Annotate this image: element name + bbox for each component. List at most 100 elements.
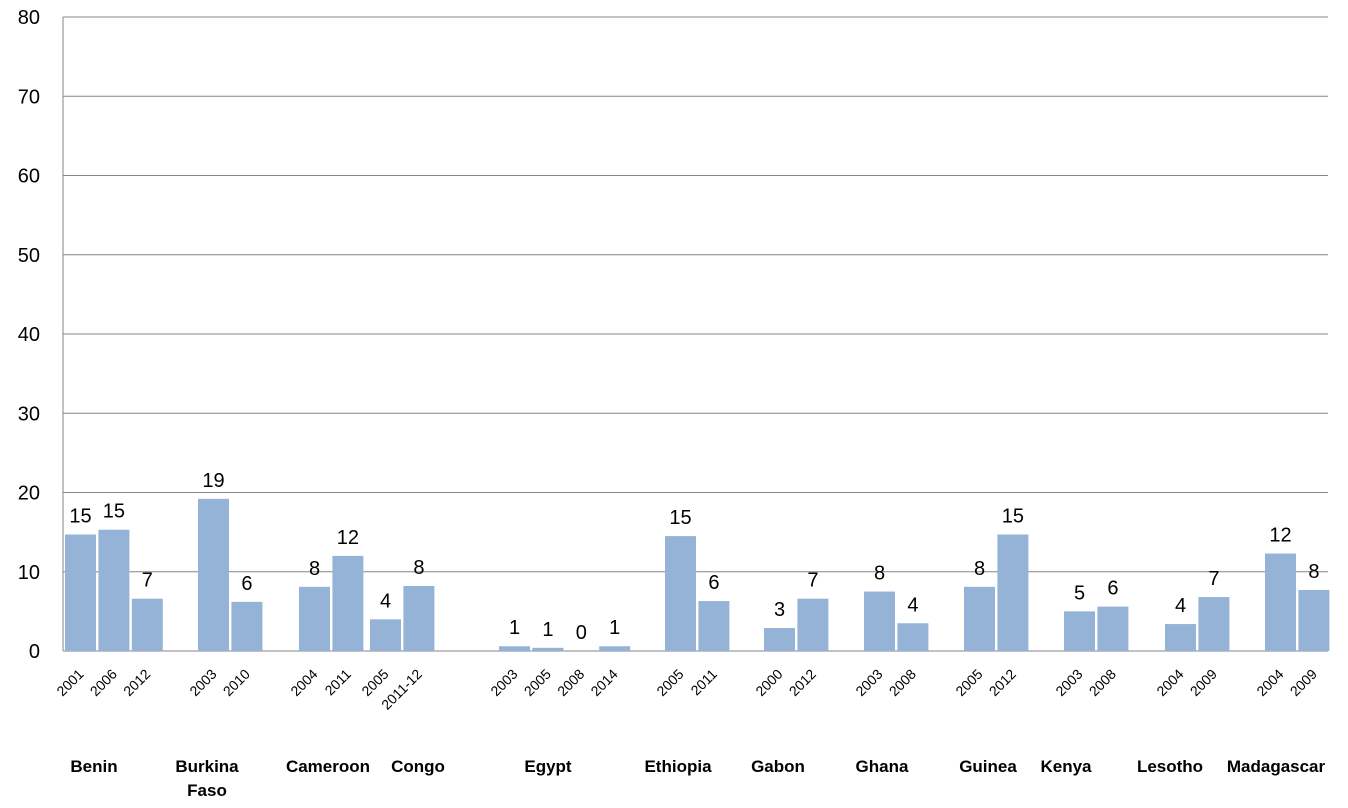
data-label: 8 xyxy=(309,558,320,580)
data-label: 7 xyxy=(1208,568,1219,590)
x-tick-label: 2003 xyxy=(186,666,219,699)
x-tick-label: 2004 xyxy=(1153,666,1186,699)
y-tick-label: 40 xyxy=(18,324,40,346)
x-tick-label: 2000 xyxy=(752,666,785,699)
data-label: 1 xyxy=(509,617,520,639)
x-tick-label: 2005 xyxy=(952,666,985,699)
data-label: 6 xyxy=(1107,578,1118,600)
data-label: 3 xyxy=(774,599,785,621)
x-tick-label: 2001 xyxy=(53,666,86,699)
data-label: 4 xyxy=(907,594,918,616)
bar xyxy=(65,534,96,651)
data-label: 12 xyxy=(1269,525,1291,547)
bar xyxy=(1298,589,1330,651)
x-tick-label: 2003 xyxy=(852,666,885,699)
bar xyxy=(1097,606,1129,651)
group-label: Burkina Faso xyxy=(175,757,239,800)
data-label: 1 xyxy=(609,617,620,639)
bar xyxy=(764,628,795,651)
group-label: Kenya xyxy=(1040,757,1092,776)
data-label: 7 xyxy=(807,570,818,592)
bar xyxy=(499,646,530,651)
data-label: 15 xyxy=(669,507,691,529)
group-label: Egypt xyxy=(524,757,572,776)
x-tick-label: 2005 xyxy=(653,666,686,699)
bar xyxy=(299,586,330,651)
data-label: 8 xyxy=(1308,561,1319,583)
bar xyxy=(98,529,130,651)
y-tick-label: 70 xyxy=(18,86,40,108)
group-label: Ethiopia xyxy=(644,757,712,776)
data-label: 19 xyxy=(202,470,224,492)
data-label: 6 xyxy=(241,573,252,595)
x-tick-label: 2008 xyxy=(886,666,919,699)
data-label: 0 xyxy=(576,622,587,644)
x-tick-label: 2011 xyxy=(687,666,720,699)
bar xyxy=(403,586,435,651)
y-tick-label: 60 xyxy=(18,166,40,188)
group-label: Ghana xyxy=(855,757,909,776)
bar xyxy=(897,623,929,651)
x-tick-label: 2011 xyxy=(321,666,354,699)
data-label: 15 xyxy=(1002,506,1024,528)
group-label: Cameroon xyxy=(285,757,371,776)
x-tick-label: 2010 xyxy=(220,666,253,699)
y-tick-label: 30 xyxy=(18,403,40,425)
bar xyxy=(1198,597,1230,651)
group-label: Gabon xyxy=(751,757,805,776)
data-label: 7 xyxy=(142,570,153,592)
bar xyxy=(797,598,829,651)
bar xyxy=(665,536,696,651)
group-label: Madagascar xyxy=(1226,757,1326,776)
data-label: 8 xyxy=(874,563,885,585)
x-tick-label: 2009 xyxy=(1187,666,1220,699)
bar xyxy=(532,647,564,651)
bar xyxy=(698,601,730,651)
bar xyxy=(332,555,364,651)
bar xyxy=(231,601,263,651)
group-label: Lesotho xyxy=(1136,757,1204,776)
x-tick-label: 2008 xyxy=(1086,666,1119,699)
group-label: Congo xyxy=(391,757,445,776)
x-tick-label: 2012 xyxy=(986,666,1019,699)
x-tick-label: 2006 xyxy=(87,666,120,699)
y-tick-label: 0 xyxy=(29,641,40,663)
data-label: 15 xyxy=(103,501,125,523)
y-tick-label: 20 xyxy=(18,483,40,505)
x-tick-label: 2008 xyxy=(554,666,587,699)
x-tick-label: 2003 xyxy=(487,666,520,699)
x-tick-label: 2009 xyxy=(1287,666,1320,699)
data-label: 8 xyxy=(974,558,985,580)
x-tick-label: 2005 xyxy=(521,666,554,699)
data-label: 4 xyxy=(380,590,391,612)
bar xyxy=(1265,553,1296,651)
bar xyxy=(997,534,1029,651)
group-label: Benin xyxy=(70,757,118,776)
x-tick-label: 2014 xyxy=(587,666,620,699)
y-tick-label: 10 xyxy=(18,562,40,584)
x-tick-label: 2012 xyxy=(786,666,819,699)
data-label: 4 xyxy=(1175,595,1186,617)
bar xyxy=(370,619,401,651)
bar xyxy=(131,598,163,651)
data-label: 12 xyxy=(337,527,359,549)
x-tick-label: 2012 xyxy=(120,666,153,699)
group-label: Guinea xyxy=(959,757,1017,776)
x-tick-label: 2004 xyxy=(1253,666,1286,699)
x-tick-label: 2003 xyxy=(1052,666,1085,699)
x-tick-label: 2004 xyxy=(287,666,320,699)
data-label: 15 xyxy=(69,506,91,528)
bar xyxy=(1165,624,1196,651)
bar xyxy=(1064,611,1095,651)
bar xyxy=(599,646,631,651)
data-label: 1 xyxy=(542,619,553,641)
bar xyxy=(964,586,995,651)
y-tick-label: 80 xyxy=(18,7,40,29)
data-label: 6 xyxy=(708,572,719,594)
bar xyxy=(864,591,895,651)
data-label: 5 xyxy=(1074,582,1085,604)
y-tick-label: 50 xyxy=(18,245,40,267)
data-label: 8 xyxy=(413,557,424,579)
